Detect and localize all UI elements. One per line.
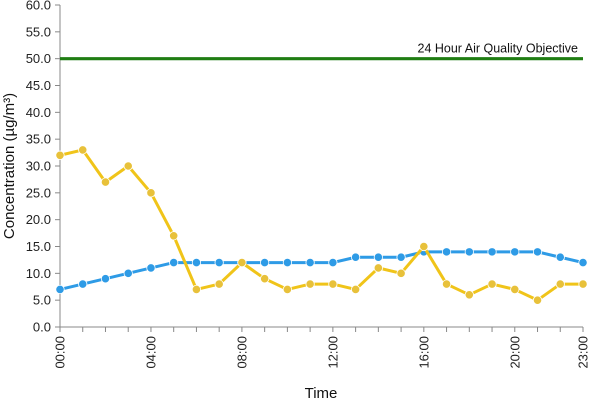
series-2-point [510,284,520,295]
series-2-point [396,268,406,278]
series-1-point [260,257,270,268]
x-tick-label: 12:00 [325,336,340,369]
y-tick-label: 15.0 [26,239,51,254]
series-1-point [396,252,406,262]
series-1-point [123,268,133,278]
series-1-point [351,252,361,262]
series-2-point [487,279,497,289]
series-1-point [55,284,65,295]
series-1-point [328,257,338,268]
series-2-point [237,257,247,268]
series-1-point [464,247,474,257]
y-tick-label: 55.0 [26,24,51,39]
series-2-point [214,279,224,289]
reference-lines: 24 Hour Air Quality Objective [60,42,583,61]
series-1-point [191,257,202,268]
series-1-point [578,257,588,268]
x-tick-label: 20:00 [507,336,522,369]
y-tick-label: 50.0 [26,51,51,66]
series-1-point [100,274,111,284]
y-axis-label: Concentration (µg/m³) [1,93,18,239]
x-tick-label: 04:00 [143,336,158,369]
series-2-point [351,284,361,295]
series-2-point [464,290,474,300]
series-1-point [78,279,88,289]
series-1-point [555,252,565,262]
y-tick-label: 0.0 [33,320,51,335]
series-2-point [532,295,543,305]
series-2-point [78,145,88,155]
series-1-point [305,257,315,268]
y-tick-label: 60.0 [26,0,51,13]
series-2-point [169,231,179,241]
x-axis-label: Time [305,385,338,400]
series-2-point [305,279,315,289]
series-2-point [55,150,65,160]
series-1-point [146,263,156,273]
series-2-point [146,188,156,198]
x-tick-label: 00:00 [53,336,68,369]
series-2-point [100,177,111,187]
series-1-point [214,257,224,268]
series-2-point [191,284,202,295]
x-tick-label: 23:00 [576,336,591,369]
series-1-point [510,247,520,257]
y-tick-label: 10.0 [26,266,51,281]
y-tick-label: 25.0 [26,185,51,200]
series-2-point [123,161,133,171]
y-tick-label: 40.0 [26,105,51,120]
series-2-point [419,241,429,252]
objective-label: 24 Hour Air Quality Objective [418,42,579,56]
series-1-point [373,252,383,262]
series-2-point [282,284,292,295]
x-axis-ticks: 00:00 04:00 08:00 12:00 16:00 20:00 23:00 [53,327,591,369]
series-1-point [169,257,179,268]
series-2-point [373,263,383,273]
series-2-point [441,279,452,289]
x-tick-label: 08:00 [234,336,249,369]
y-tick-label: 5.0 [33,293,51,308]
y-tick-label: 45.0 [26,78,51,93]
series-2-point [328,279,338,289]
x-tick-label: 16:00 [416,336,431,369]
series-2-line [58,148,585,302]
series-1-point [532,247,543,257]
series-1-point [441,247,452,257]
series-1-point [487,247,497,257]
series-2-point [555,279,565,289]
series-2-point [260,274,270,284]
series-1-point [282,257,292,268]
y-tick-label: 30.0 [26,159,51,174]
series [55,145,588,305]
series-2-point [578,279,588,289]
y-tick-label: 35.0 [26,132,51,147]
y-axis-ticks: 0.0 5.0 10.0 15.0 20.0 25.0 30.0 35.0 40.0 45.0 50… [26,0,60,335]
y-tick-label: 20.0 [26,212,51,227]
